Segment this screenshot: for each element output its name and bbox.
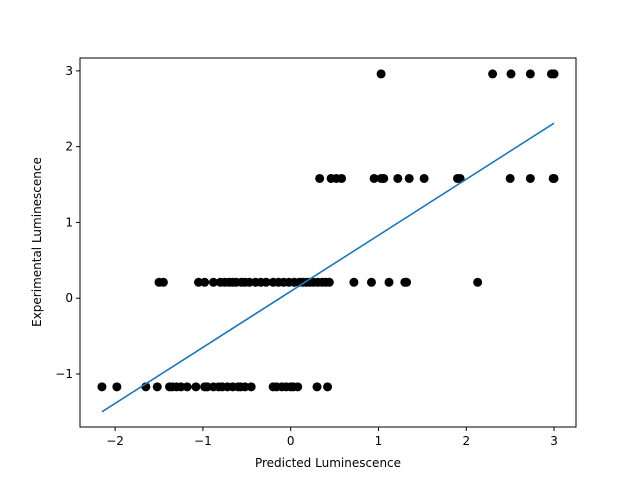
x-tick-label: 2 — [462, 434, 470, 448]
data-point — [419, 173, 429, 183]
data-point — [324, 277, 334, 287]
data-point — [384, 277, 394, 287]
data-point — [505, 173, 515, 183]
data-point — [488, 69, 498, 79]
data-point — [525, 69, 535, 79]
data-point — [393, 173, 403, 183]
data-point — [182, 382, 192, 392]
data-point — [404, 173, 414, 183]
data-point — [376, 69, 386, 79]
data-point — [349, 277, 359, 287]
data-point — [366, 277, 376, 287]
data-point — [369, 173, 379, 183]
data-point — [402, 277, 412, 287]
data-point — [208, 277, 218, 287]
data-point — [112, 382, 122, 392]
data-point — [261, 277, 271, 287]
data-point — [525, 173, 535, 183]
data-point — [200, 277, 210, 287]
x-tick-label: −1 — [194, 434, 212, 448]
data-point — [337, 173, 347, 183]
data-point — [158, 277, 168, 287]
data-point — [152, 382, 162, 392]
data-point — [455, 173, 465, 183]
data-point — [323, 382, 333, 392]
data-point — [379, 173, 389, 183]
data-point — [549, 69, 559, 79]
y-tick-label: 3 — [65, 64, 73, 78]
fit-line-group — [101, 122, 555, 413]
data-point — [97, 382, 107, 392]
y-tick-label: 2 — [65, 140, 73, 154]
fit-line — [101, 122, 555, 413]
data-point — [312, 382, 322, 392]
x-tick-label: −2 — [106, 434, 124, 448]
y-axis-ticks: −1 0 1 2 3 — [55, 64, 80, 381]
x-tick-label: 0 — [287, 434, 295, 448]
x-axis-label: Predicted Luminescence — [255, 456, 401, 470]
data-point — [191, 382, 201, 392]
data-point — [506, 69, 516, 79]
data-point — [293, 382, 303, 392]
data-points — [97, 69, 559, 392]
y-axis-label: Experimental Luminescence — [30, 157, 44, 327]
x-axis-ticks: −2 −1 0 1 2 3 — [106, 427, 558, 448]
y-tick-label: −1 — [55, 367, 73, 381]
y-tick-label: 0 — [65, 291, 73, 305]
y-tick-label: 1 — [65, 215, 73, 229]
data-point — [246, 382, 256, 392]
x-tick-label: 3 — [550, 434, 558, 448]
data-point — [473, 277, 483, 287]
plot-frame — [79, 57, 577, 428]
x-tick-label: 1 — [375, 434, 383, 448]
data-point — [549, 173, 559, 183]
data-point — [315, 173, 325, 183]
